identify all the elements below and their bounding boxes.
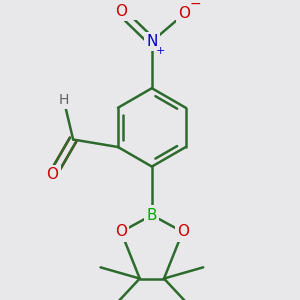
Text: O: O	[177, 224, 189, 239]
Text: O: O	[46, 167, 58, 182]
Text: O: O	[115, 4, 127, 19]
Text: +: +	[156, 46, 165, 56]
Text: O: O	[115, 224, 127, 239]
Text: −: −	[190, 0, 202, 11]
Text: B: B	[147, 208, 157, 223]
Text: O: O	[178, 6, 190, 21]
Text: H: H	[58, 93, 69, 107]
Text: N: N	[146, 34, 158, 49]
